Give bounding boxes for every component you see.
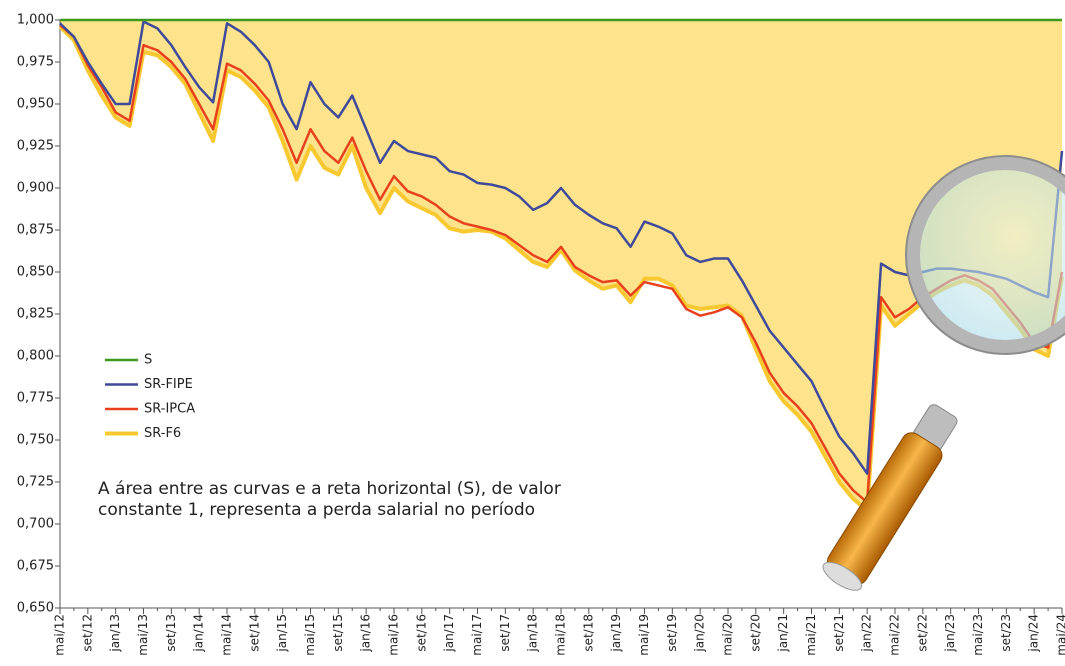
x-tick-label: jan/15 xyxy=(275,614,289,653)
x-tick-label: mai/14 xyxy=(220,614,234,656)
legend-label: SR-IPCA xyxy=(144,402,195,417)
x-tick-label: set/20 xyxy=(748,614,762,652)
x-tick-label: set/12 xyxy=(80,614,94,652)
x-tick-label: jan/22 xyxy=(860,614,874,653)
x-tick-label: jan/14 xyxy=(192,614,206,653)
x-tick-label: mai/18 xyxy=(554,614,568,656)
x-tick-label: mai/16 xyxy=(387,614,401,656)
x-tick-label: jan/18 xyxy=(526,614,540,653)
annotation: A área entre as curvas e a reta horizont… xyxy=(98,479,561,499)
x-tick-label: set/23 xyxy=(999,614,1013,652)
x-tick-label: mai/20 xyxy=(721,614,735,656)
x-tick-label: mai/24 xyxy=(1055,614,1065,656)
y-tick-label: 0,900 xyxy=(17,181,54,196)
x-tick-label: mai/22 xyxy=(888,614,902,656)
x-tick-label: mai/13 xyxy=(136,614,150,656)
y-tick-label: 0,800 xyxy=(17,349,54,364)
legend-label: SR-FIPE xyxy=(144,377,193,392)
x-tick-label: mai/21 xyxy=(804,614,818,656)
x-tick-label: jan/13 xyxy=(108,614,122,653)
x-tick-label: mai/23 xyxy=(971,614,985,656)
x-tick-label: jan/23 xyxy=(943,614,957,653)
x-tick-label: jan/19 xyxy=(609,614,623,653)
x-tick-label: jan/20 xyxy=(693,614,707,653)
y-tick-label: 0,775 xyxy=(17,391,54,406)
x-tick-label: set/17 xyxy=(498,614,512,652)
y-tick-label: 0,875 xyxy=(17,223,54,238)
x-tick-label: jan/17 xyxy=(442,614,456,653)
x-tick-label: mai/17 xyxy=(470,614,484,656)
x-tick-label: set/16 xyxy=(414,614,428,652)
chart: 0,650 0,675 0,700 0,725 0,750 0,775 0,800 0,825… xyxy=(0,0,1065,666)
y-tick-label: 0,675 xyxy=(17,559,54,574)
y-tick-label: 0,925 xyxy=(17,139,54,154)
y-tick-label: 0,700 xyxy=(17,517,54,532)
y-tick-label: 0,975 xyxy=(17,55,54,70)
x-tick-label: set/21 xyxy=(832,614,846,652)
legend-label: SR-F6 xyxy=(144,426,181,441)
y-tick-label: 0,850 xyxy=(17,265,54,280)
x-tick-label: set/15 xyxy=(331,614,345,652)
x-tick-label: set/14 xyxy=(247,614,261,652)
plot-area: 0,650 0,675 0,700 0,725 0,750 0,775 0,800 0,825… xyxy=(17,13,1065,656)
x-tick-label: set/13 xyxy=(164,614,178,652)
legend-label: S xyxy=(144,353,152,368)
x-tick-label: jan/24 xyxy=(1027,614,1041,653)
y-tick-label: 0,750 xyxy=(17,433,54,448)
x-tick-label: set/22 xyxy=(915,614,929,652)
y-tick-label: 0,725 xyxy=(17,475,54,490)
y-tick-label: 0,650 xyxy=(17,601,54,616)
y-tick-label: 0,825 xyxy=(17,307,54,322)
x-tick-label: jan/21 xyxy=(776,614,790,653)
x-tick-label: jan/16 xyxy=(359,614,373,653)
x-tick-label: set/18 xyxy=(581,614,595,652)
y-tick-label: 0,950 xyxy=(17,97,54,112)
annotation: constante 1, representa a perda salarial… xyxy=(98,500,535,520)
y-tick-label: 1,000 xyxy=(17,13,54,28)
x-tick-label: set/19 xyxy=(665,614,679,652)
x-tick-label: mai/12 xyxy=(53,614,67,656)
x-tick-label: mai/19 xyxy=(637,614,651,656)
x-tick-label: mai/15 xyxy=(303,614,317,656)
